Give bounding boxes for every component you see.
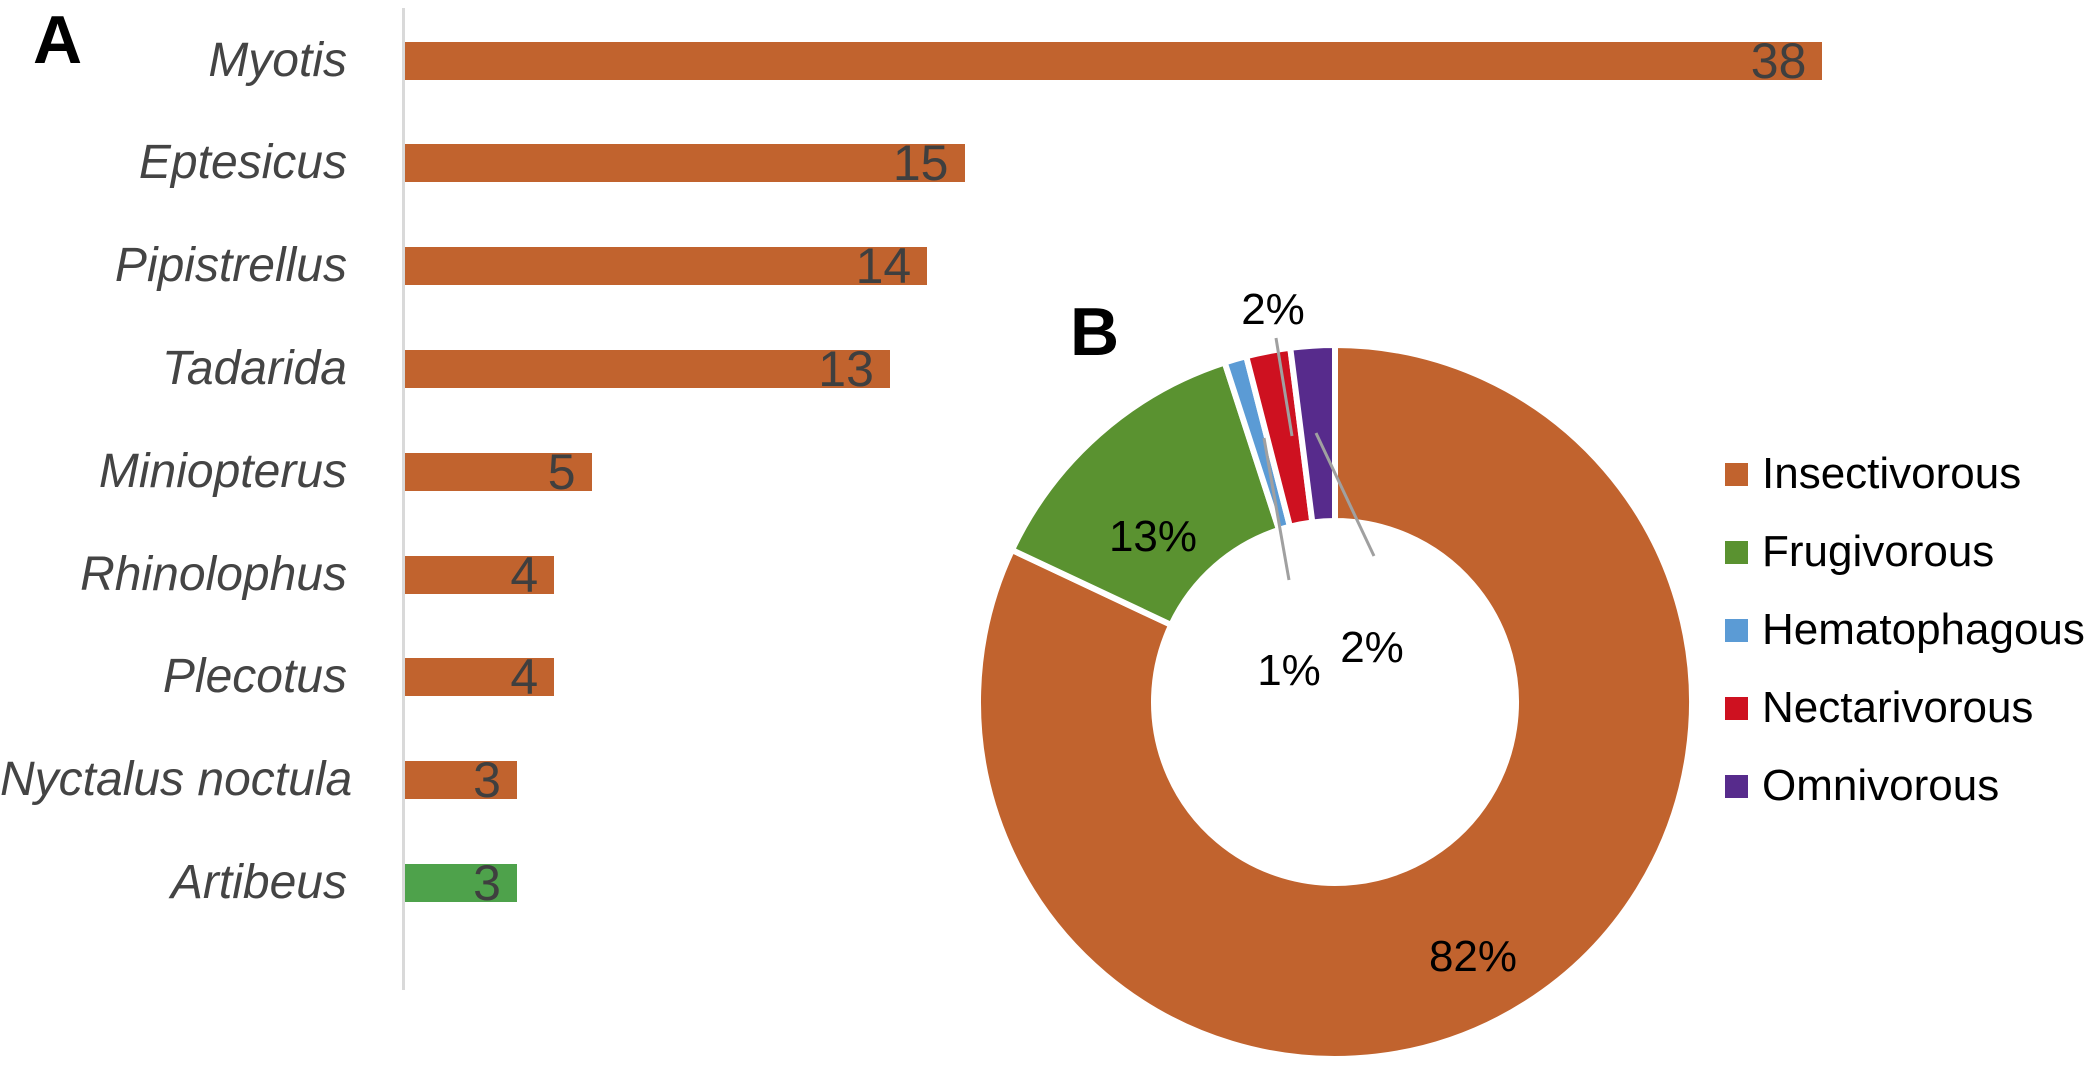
legend-label: Frugivorous	[1762, 527, 1995, 576]
donut-slice-omnivorous	[1286, 341, 1338, 526]
donut-slice-insectivorous	[975, 341, 1695, 1062]
bar: 4	[405, 550, 555, 600]
percent-label-nectarivorous: 2%	[1241, 285, 1305, 334]
bar-category-label: Pipistrellus	[114, 239, 347, 293]
legend-swatch-icon	[1725, 618, 1748, 642]
legend-label: Hematophagous	[1762, 605, 2085, 654]
legend-item-frugivorous: Frugivorous	[1725, 513, 2085, 591]
bar: 5	[405, 447, 592, 497]
legend: Insectivorous Frugivorous Hematophagous Nec…	[1725, 435, 2085, 825]
bar-value-label: 13	[818, 340, 874, 397]
bar-value-label: 3	[473, 752, 501, 809]
bar-value-label: 4	[510, 546, 539, 603]
legend-item-hematophagous: Hematophagous	[1725, 591, 2085, 669]
bar: 4	[405, 652, 555, 702]
bar: 15	[405, 138, 965, 188]
bar-category-label: Tadarida	[161, 341, 347, 395]
bar: 13	[405, 344, 890, 394]
panel-b-label: B	[1070, 294, 1120, 370]
bar-value-label: 5	[547, 443, 576, 500]
bar-category-label: Myotis	[208, 33, 347, 87]
bar-category-label: Miniopterus	[98, 444, 347, 498]
bar-category-label: Nyctalus noctula	[0, 753, 353, 807]
leader-line	[1262, 437, 1291, 581]
panel-a-label: A	[33, 2, 83, 78]
legend-swatch-icon	[1725, 462, 1748, 486]
bar-category-label: Eptesicus	[138, 136, 347, 190]
bar: 38	[405, 36, 1823, 86]
legend-item-insectivorous: Insectivorous	[1725, 435, 2085, 513]
bar: 3	[405, 858, 517, 908]
legend-swatch-icon	[1725, 774, 1748, 798]
bar-category-label: Plecotus	[162, 650, 347, 704]
percent-label-frugivorous: 13%	[1108, 512, 1198, 561]
bar-value-label: 4	[510, 649, 539, 706]
leader-line	[1274, 337, 1294, 437]
percent-label-insectivorous: 82%	[1428, 932, 1518, 981]
legend-label: Insectivorous	[1762, 449, 2022, 498]
legend-label: Nectarivorous	[1762, 683, 2034, 732]
legend-label: Omnivorous	[1762, 761, 2000, 810]
bar-value-label: 15	[892, 135, 949, 192]
bar: 3	[405, 755, 517, 805]
bar-category-label: Artibeus	[170, 855, 347, 909]
bar: 14	[405, 241, 928, 291]
bar-value-label: 14	[855, 238, 912, 295]
bar-value-label: 3	[473, 854, 501, 911]
leader-line	[1314, 432, 1376, 557]
donut-slice-frugivorous	[1007, 358, 1283, 629]
category-axis-line	[402, 8, 405, 990]
legend-item-nectarivorous: Nectarivorous	[1725, 669, 2085, 747]
percent-label-hematophagous: 1%	[1257, 646, 1321, 695]
legend-swatch-icon	[1725, 696, 1748, 720]
legend-item-omnivorous: Omnivorous	[1725, 747, 2085, 825]
bar-category-label: Rhinolophus	[80, 547, 347, 601]
bar-value-label: 38	[1750, 32, 1807, 89]
legend-swatch-icon	[1725, 540, 1748, 564]
percent-label-omnivorous: 2%	[1340, 623, 1404, 672]
